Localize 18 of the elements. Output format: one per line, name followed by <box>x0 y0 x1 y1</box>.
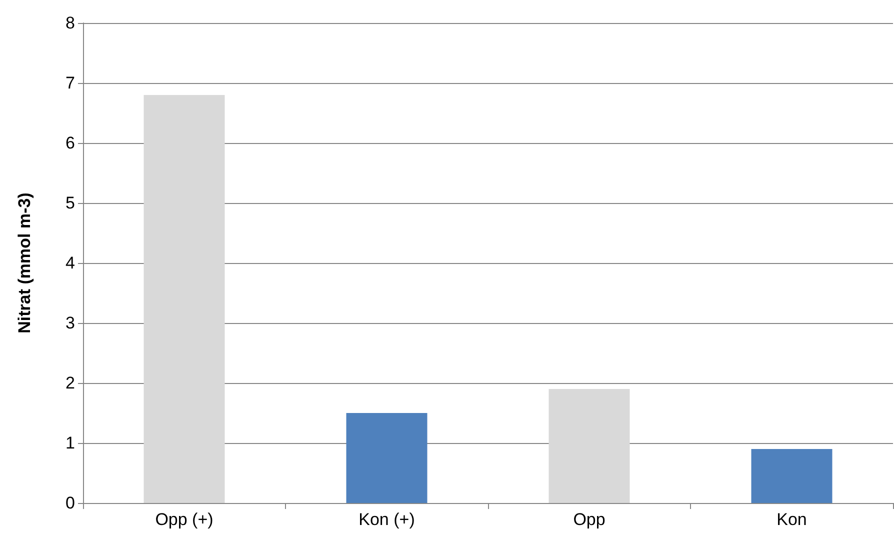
bar <box>751 449 832 503</box>
y-tick-label: 3 <box>66 314 75 332</box>
y-tick-label: 1 <box>66 434 75 452</box>
bar <box>346 413 428 503</box>
y-tick-label: 7 <box>66 74 75 92</box>
y-tick-label: 0 <box>66 494 75 512</box>
bar <box>144 95 225 503</box>
x-tick-label: Kon <box>776 510 807 529</box>
x-tick-label: Kon (+) <box>358 510 415 529</box>
x-tick-label: Opp (+) <box>155 510 214 529</box>
y-tick-label: 5 <box>66 194 75 212</box>
y-tick-label: 6 <box>66 134 75 152</box>
y-tick-label: 4 <box>66 254 75 272</box>
y-tick-label: 8 <box>66 14 75 32</box>
bar <box>548 389 630 503</box>
x-tick-label: Opp <box>573 510 606 529</box>
y-tick-label: 2 <box>66 374 75 392</box>
y-axis-title: Nitrat (mmol m-3) <box>15 192 34 334</box>
